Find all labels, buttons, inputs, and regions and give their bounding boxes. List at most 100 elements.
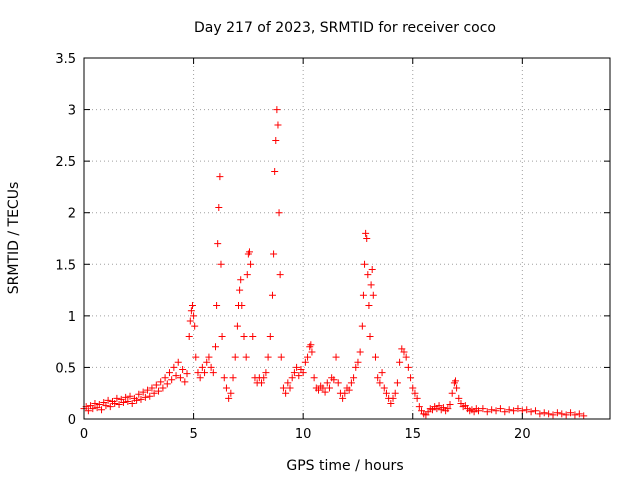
data-point <box>279 384 287 392</box>
data-point <box>339 394 347 402</box>
data-point <box>181 378 189 386</box>
data-point <box>225 394 233 402</box>
data-point <box>376 379 384 387</box>
data-point <box>133 396 141 404</box>
data-point <box>227 389 235 397</box>
data-point <box>307 341 315 349</box>
data-point <box>119 398 127 406</box>
data-series-srmtid <box>80 106 588 420</box>
data-point <box>363 235 371 242</box>
data-point <box>404 363 412 371</box>
data-point <box>350 374 358 382</box>
x-tick-label: 20 <box>514 427 531 442</box>
data-point <box>174 358 182 366</box>
data-point <box>492 407 500 415</box>
data-point <box>113 394 121 402</box>
x-axis-label: GPS time / hours <box>286 458 403 474</box>
data-point <box>150 389 158 397</box>
data-point <box>243 271 251 279</box>
data-point <box>310 374 318 382</box>
data-point <box>271 167 279 175</box>
data-point <box>378 369 386 377</box>
data-point <box>514 405 522 413</box>
data-point <box>144 386 152 394</box>
data-point <box>205 353 213 361</box>
data-point <box>330 376 338 384</box>
data-point <box>111 400 119 408</box>
data-point <box>400 348 408 356</box>
data-point <box>409 384 417 392</box>
data-point <box>260 374 268 382</box>
data-point <box>380 384 388 392</box>
data-point <box>237 276 245 284</box>
data-point <box>98 406 106 414</box>
data-point <box>270 250 278 258</box>
data-point <box>272 137 280 145</box>
data-point <box>483 408 491 416</box>
grid-lines <box>84 58 610 419</box>
data-point <box>345 386 353 394</box>
data-point <box>315 386 323 394</box>
data-point <box>319 384 327 392</box>
data-point <box>152 381 160 389</box>
data-point <box>218 332 226 340</box>
data-point <box>402 353 410 361</box>
data-point <box>523 406 531 414</box>
y-axis-label: SRMTID / TECUs <box>6 182 22 295</box>
data-point <box>183 370 191 378</box>
data-point <box>393 379 401 387</box>
data-point <box>288 374 296 382</box>
data-point <box>545 410 553 418</box>
data-point <box>122 393 130 401</box>
data-point <box>358 322 366 330</box>
data-point <box>91 400 99 408</box>
data-point <box>203 358 211 366</box>
data-point <box>104 396 112 404</box>
x-tick-label: 15 <box>404 427 421 442</box>
data-point <box>157 378 165 386</box>
data-point <box>356 348 364 356</box>
data-point <box>213 302 221 310</box>
data-point <box>575 410 583 418</box>
data-point <box>233 322 241 330</box>
data-point <box>188 302 196 310</box>
data-point <box>323 379 331 387</box>
y-tick-label: 2 <box>68 207 76 222</box>
data-point <box>209 369 217 377</box>
data-point <box>505 406 513 414</box>
data-point <box>137 395 145 403</box>
data-point <box>212 343 219 351</box>
data-point <box>165 369 173 377</box>
data-point <box>207 363 215 371</box>
data-point <box>304 353 312 361</box>
data-point <box>479 405 487 413</box>
data-point <box>194 369 202 377</box>
data-point <box>413 394 421 402</box>
y-tick-label: 3 <box>68 104 76 119</box>
data-point <box>299 369 307 377</box>
data-point <box>391 389 399 397</box>
data-point <box>284 379 292 387</box>
y-tick-label: 3.5 <box>55 52 76 67</box>
x-tick-label: 5 <box>189 427 197 442</box>
data-point <box>191 322 199 330</box>
data-point <box>415 403 423 411</box>
data-point <box>115 401 123 409</box>
data-point <box>84 407 92 415</box>
data-point <box>352 363 360 371</box>
data-point <box>453 384 461 392</box>
data-point <box>540 409 548 417</box>
data-point <box>364 271 372 279</box>
data-point <box>229 374 237 382</box>
data-point <box>536 410 544 418</box>
data-point <box>527 408 535 416</box>
data-point <box>321 388 329 396</box>
data-point <box>382 389 390 397</box>
data-point <box>369 291 377 299</box>
data-point <box>365 302 373 310</box>
data-point <box>455 394 463 402</box>
data-point <box>102 402 110 410</box>
data-point <box>290 369 298 377</box>
y-tick-label: 0 <box>68 413 76 428</box>
y-tick-label: 2.5 <box>55 155 76 170</box>
